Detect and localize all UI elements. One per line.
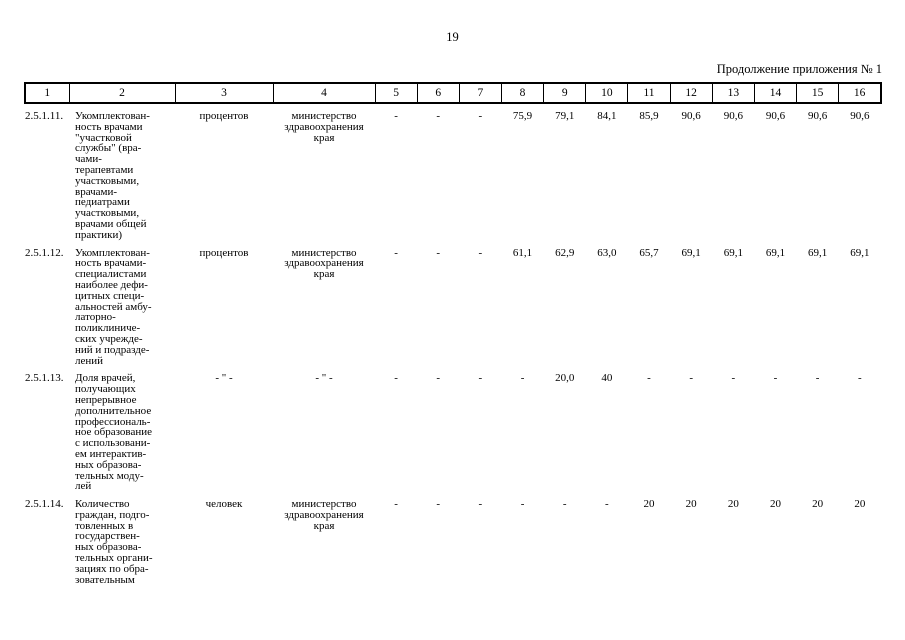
value-cell: 20 (812, 498, 824, 511)
value-cell: 20 (854, 498, 866, 511)
value-cell: - (478, 110, 483, 122)
value-cell: 20 (685, 498, 697, 511)
row-id: 2.5.1.14. (25, 498, 64, 511)
indicator-name: Доля врачей, получающих непрерывное допо… (75, 372, 152, 493)
column-number-header: 14 (753, 82, 798, 104)
value-cell: 69,1 (850, 246, 870, 259)
value-cell: 61,1 (512, 246, 533, 259)
indicator-name: Укомплектован- ность врачами- специалист… (75, 246, 152, 367)
value-cell: - (436, 246, 441, 259)
value-cell: - (773, 372, 778, 385)
value-cell: 20 (727, 498, 739, 511)
column-number-header: 8 (500, 82, 545, 104)
column-number-header: 7 (458, 82, 502, 104)
column-number-header: 4 (272, 82, 376, 104)
column-number-header: 9 (543, 82, 587, 104)
value-cell: - (436, 372, 441, 385)
table-row: 2.5.1.13. Доля врачей, получающих непрер… (25, 366, 881, 492)
unit-cell: человек (205, 498, 243, 511)
value-cell: - (605, 498, 609, 511)
agency-cell: министерство здравоохранения края (284, 498, 364, 532)
value-cell: 90,6 (765, 110, 786, 122)
value-cell: 69,1 (765, 246, 786, 259)
unit-cell: процентов (199, 110, 249, 122)
value-cell: - (394, 498, 398, 511)
column-number-header: 15 (796, 82, 840, 104)
unit-cell: - " - (215, 372, 233, 385)
row-id: 2.5.1.12. (25, 246, 64, 259)
value-cell: - (394, 110, 398, 122)
appendix-table: 1 2 3 4 5 6 7 8 9 10 11 12 13 14 15 16 2… (24, 82, 882, 585)
column-number-header: 3 (174, 82, 274, 104)
column-number-header: 13 (711, 82, 755, 104)
value-cell: - (436, 498, 441, 511)
column-number-header: 2 (68, 82, 176, 104)
value-cell: 20 (769, 498, 781, 511)
column-number-header: 16 (838, 82, 882, 104)
value-cell: - (520, 372, 525, 385)
column-number-row: 1 2 3 4 5 6 7 8 9 10 11 12 13 14 15 16 (24, 82, 882, 104)
value-cell: - (858, 372, 862, 385)
indicator-name: Количество граждан, подго- товленных в г… (75, 498, 153, 586)
value-cell: - (647, 372, 651, 385)
table-row: 2.5.1.14. Количество граждан, подго- тов… (25, 492, 881, 586)
value-cell: 84,1 (597, 110, 617, 122)
column-number-header: 1 (24, 82, 70, 104)
value-cell: 69,1 (808, 246, 828, 259)
value-cell: - (394, 246, 398, 259)
page-number: 19 (446, 30, 459, 44)
value-cell: - (478, 498, 483, 511)
value-cell: 90,6 (850, 110, 870, 122)
value-cell: - (815, 372, 820, 385)
value-cell: - (731, 372, 736, 385)
row-id: 2.5.1.13. (25, 372, 64, 385)
value-cell: 69,1 (723, 246, 743, 259)
value-cell: 85,9 (639, 110, 659, 122)
value-cell: 90,6 (808, 110, 828, 122)
value-cell: 69,1 (681, 246, 701, 259)
value-cell: - (520, 498, 525, 511)
row-id: 2.5.1.11. (25, 110, 64, 122)
value-cell: - (562, 498, 567, 511)
value-cell: 75,9 (512, 110, 533, 122)
table-row: 2.5.1.11. Укомплектован- ность врачами "… (25, 103, 881, 241)
column-number-header: 6 (416, 82, 460, 104)
column-number-header: 5 (374, 82, 418, 104)
value-cell: - (394, 372, 398, 385)
column-number-header: 11 (627, 82, 671, 104)
table-header: 1 2 3 4 5 6 7 8 9 10 11 12 13 14 15 16 (24, 82, 882, 104)
indicator-name: Укомплектован- ность врачами "участковой… (75, 110, 150, 241)
unit-cell: процентов (199, 246, 249, 259)
value-cell: 90,6 (723, 110, 743, 122)
column-number-header: 12 (669, 82, 713, 104)
continuation-note: Продолжение приложения № 1 (716, 62, 882, 76)
value-cell: - (689, 372, 693, 385)
table-body: 2.5.1.11. Укомплектован- ность врачами "… (25, 103, 881, 586)
value-cell: 62,9 (555, 246, 575, 259)
value-cell: - (478, 246, 483, 259)
column-number-header: 10 (585, 82, 629, 104)
value-cell: - (478, 372, 483, 385)
value-cell: 65,7 (639, 246, 659, 259)
agency-cell: - " - (315, 372, 333, 385)
table-row: 2.5.1.12. Укомплектован- ность врачами- … (25, 241, 881, 367)
value-cell: 79,1 (555, 110, 575, 122)
value-cell: 63,0 (597, 246, 617, 259)
value-cell: 90,6 (681, 110, 701, 122)
value-cell: 20 (643, 498, 655, 511)
value-cell: 20,0 (555, 372, 575, 385)
agency-cell: министерство здравоохранения края (284, 110, 364, 144)
agency-cell: министерство здравоохранения края (284, 246, 364, 281)
value-cell: - (436, 110, 441, 122)
value-cell: 40 (601, 372, 613, 385)
